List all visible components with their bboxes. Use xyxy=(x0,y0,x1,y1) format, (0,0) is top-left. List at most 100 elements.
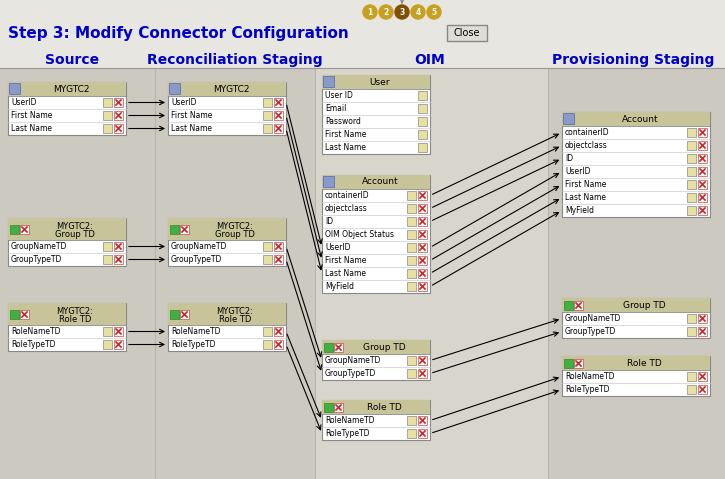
FancyBboxPatch shape xyxy=(407,369,416,378)
FancyBboxPatch shape xyxy=(407,269,416,278)
FancyBboxPatch shape xyxy=(698,385,707,394)
Text: Group TD: Group TD xyxy=(362,342,405,352)
Circle shape xyxy=(363,5,377,19)
FancyBboxPatch shape xyxy=(407,282,416,291)
Text: User ID: User ID xyxy=(325,91,353,100)
FancyBboxPatch shape xyxy=(407,429,416,438)
Text: RoleTypeTD: RoleTypeTD xyxy=(325,429,370,438)
Text: MyField: MyField xyxy=(565,206,594,215)
FancyBboxPatch shape xyxy=(10,310,19,319)
FancyBboxPatch shape xyxy=(418,369,427,378)
FancyBboxPatch shape xyxy=(20,225,29,234)
FancyBboxPatch shape xyxy=(263,98,272,107)
Circle shape xyxy=(395,5,409,19)
FancyBboxPatch shape xyxy=(324,403,333,412)
Text: GroupNameTD: GroupNameTD xyxy=(11,242,67,251)
FancyBboxPatch shape xyxy=(10,225,19,234)
Text: UserID: UserID xyxy=(565,167,590,176)
Text: Close: Close xyxy=(454,28,480,38)
FancyBboxPatch shape xyxy=(274,327,283,336)
Text: First Name: First Name xyxy=(171,111,212,120)
FancyBboxPatch shape xyxy=(323,76,334,87)
Text: RoleNameTD: RoleNameTD xyxy=(325,416,375,425)
Text: Email: Email xyxy=(325,104,347,113)
FancyBboxPatch shape xyxy=(114,340,123,349)
FancyBboxPatch shape xyxy=(322,75,430,154)
FancyBboxPatch shape xyxy=(170,310,179,319)
FancyBboxPatch shape xyxy=(407,356,416,365)
FancyBboxPatch shape xyxy=(0,0,725,68)
FancyBboxPatch shape xyxy=(687,167,696,176)
FancyBboxPatch shape xyxy=(687,372,696,381)
FancyBboxPatch shape xyxy=(170,225,179,234)
Text: RoleTypeTD: RoleTypeTD xyxy=(11,340,56,349)
Text: Last Name: Last Name xyxy=(171,124,212,133)
Text: Group TD: Group TD xyxy=(623,300,666,309)
FancyBboxPatch shape xyxy=(698,206,707,215)
FancyBboxPatch shape xyxy=(687,141,696,150)
Text: First Name: First Name xyxy=(325,256,366,265)
Text: 3: 3 xyxy=(399,8,405,16)
Text: Group TD: Group TD xyxy=(55,229,95,239)
FancyBboxPatch shape xyxy=(324,343,333,352)
Text: RoleTypeTD: RoleTypeTD xyxy=(171,340,215,349)
Text: Source: Source xyxy=(45,53,99,67)
Text: Account: Account xyxy=(362,178,398,186)
FancyBboxPatch shape xyxy=(562,298,710,312)
Text: Role TD: Role TD xyxy=(59,315,91,323)
FancyBboxPatch shape xyxy=(562,356,710,370)
FancyBboxPatch shape xyxy=(274,124,283,133)
FancyBboxPatch shape xyxy=(168,303,286,325)
FancyBboxPatch shape xyxy=(263,124,272,133)
FancyBboxPatch shape xyxy=(168,218,286,240)
FancyBboxPatch shape xyxy=(263,327,272,336)
FancyBboxPatch shape xyxy=(323,176,334,187)
FancyBboxPatch shape xyxy=(180,225,189,234)
FancyBboxPatch shape xyxy=(562,112,710,217)
FancyBboxPatch shape xyxy=(8,303,126,325)
Text: MYGTC2:: MYGTC2: xyxy=(217,307,254,316)
FancyBboxPatch shape xyxy=(263,242,272,251)
Text: Role TD: Role TD xyxy=(367,402,402,411)
FancyBboxPatch shape xyxy=(8,218,126,240)
Text: Step 3: Modify Connector Configuration: Step 3: Modify Connector Configuration xyxy=(8,25,349,41)
FancyBboxPatch shape xyxy=(322,400,430,440)
Text: Group TD: Group TD xyxy=(215,229,255,239)
FancyBboxPatch shape xyxy=(562,356,710,396)
FancyBboxPatch shape xyxy=(274,242,283,251)
FancyBboxPatch shape xyxy=(407,217,416,226)
Text: GroupTypeTD: GroupTypeTD xyxy=(325,369,376,378)
Text: objectclass: objectclass xyxy=(565,141,608,150)
Circle shape xyxy=(379,5,393,19)
FancyBboxPatch shape xyxy=(334,403,343,412)
FancyBboxPatch shape xyxy=(407,243,416,252)
FancyBboxPatch shape xyxy=(698,180,707,189)
FancyBboxPatch shape xyxy=(168,303,286,351)
FancyBboxPatch shape xyxy=(564,301,573,310)
Text: First Name: First Name xyxy=(11,111,52,120)
FancyBboxPatch shape xyxy=(8,82,126,96)
Text: ID: ID xyxy=(325,217,333,226)
Text: UserID: UserID xyxy=(325,243,350,252)
FancyBboxPatch shape xyxy=(418,91,427,100)
FancyBboxPatch shape xyxy=(114,255,123,264)
Text: GroupNameTD: GroupNameTD xyxy=(565,314,621,323)
FancyBboxPatch shape xyxy=(564,359,573,368)
Text: UserID: UserID xyxy=(11,98,36,107)
Text: First Name: First Name xyxy=(565,180,606,189)
Text: GroupTypeTD: GroupTypeTD xyxy=(171,255,223,264)
FancyBboxPatch shape xyxy=(114,111,123,120)
Text: ID: ID xyxy=(565,154,573,163)
Text: containerID: containerID xyxy=(325,191,370,200)
Text: MYGTC2: MYGTC2 xyxy=(212,84,249,93)
FancyBboxPatch shape xyxy=(274,98,283,107)
FancyBboxPatch shape xyxy=(548,68,725,479)
FancyBboxPatch shape xyxy=(563,113,574,124)
FancyBboxPatch shape xyxy=(168,218,286,266)
FancyBboxPatch shape xyxy=(698,327,707,336)
FancyBboxPatch shape xyxy=(687,327,696,336)
FancyBboxPatch shape xyxy=(20,310,29,319)
FancyBboxPatch shape xyxy=(168,82,286,96)
Text: Provisioning Staging: Provisioning Staging xyxy=(552,53,714,67)
FancyBboxPatch shape xyxy=(322,340,430,380)
